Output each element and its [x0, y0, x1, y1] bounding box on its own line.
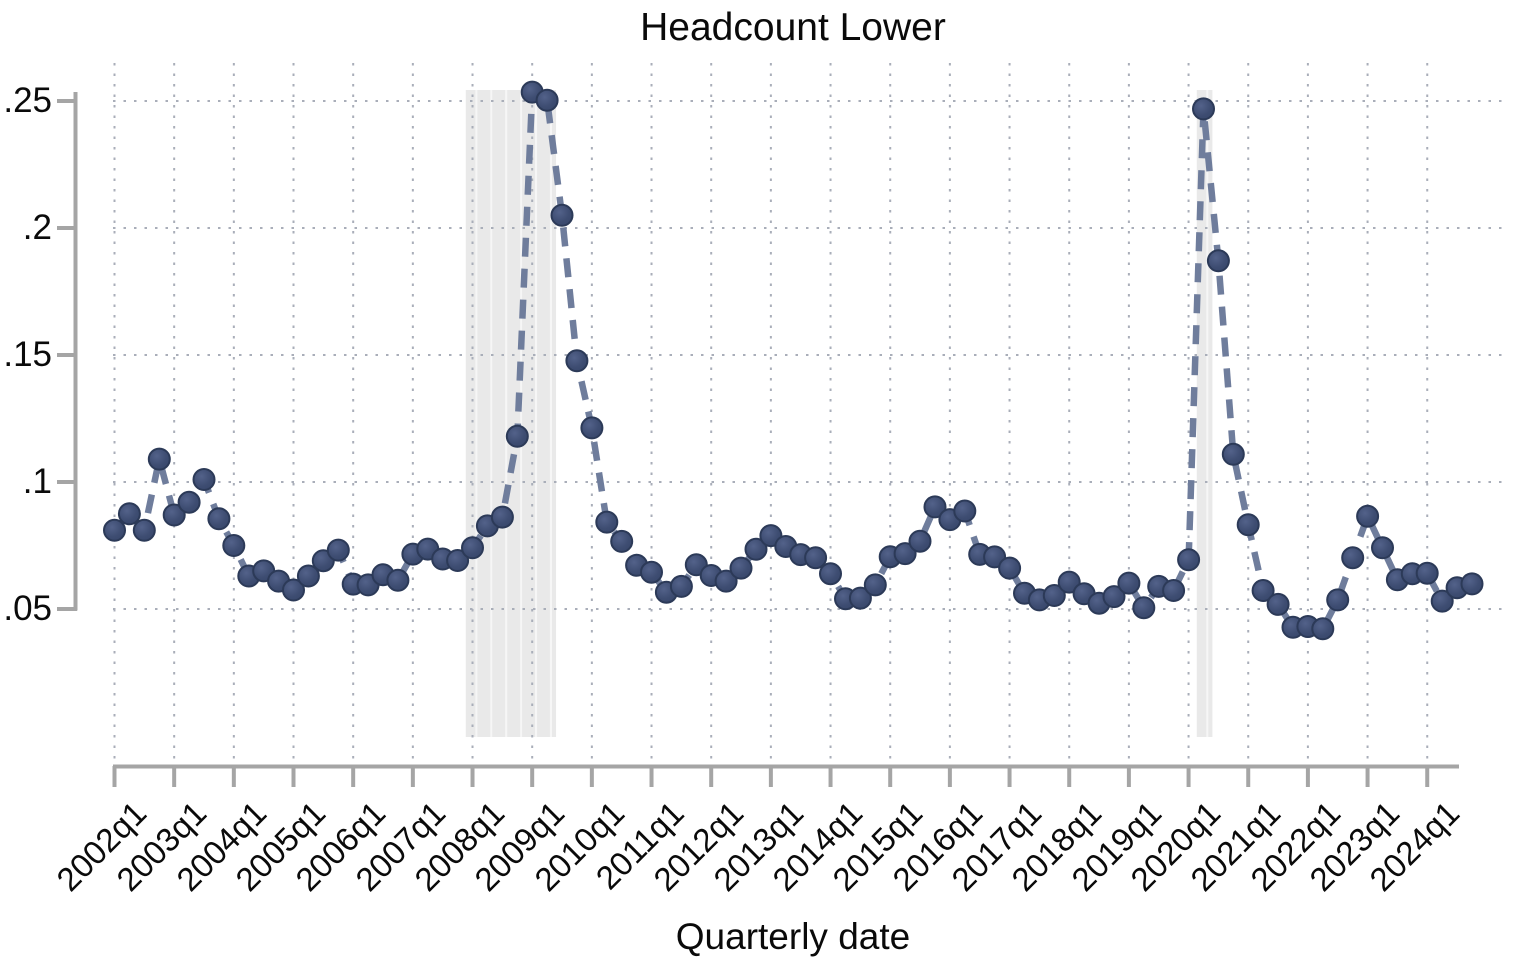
data-point [1356, 504, 1380, 528]
data-point [923, 495, 947, 519]
data-point [1341, 546, 1365, 570]
data-point [1042, 584, 1066, 607]
data-point [132, 518, 156, 542]
data-point [535, 88, 559, 112]
data-point [1057, 570, 1081, 594]
data-point [1236, 513, 1260, 537]
data-point [714, 569, 738, 593]
data-point [998, 556, 1022, 580]
data-point [580, 416, 604, 440]
data-point [595, 510, 619, 534]
data-point [326, 538, 350, 562]
data-point [729, 556, 753, 580]
data-point [1415, 561, 1439, 585]
data-point [1206, 249, 1230, 273]
recession-band [1196, 90, 1213, 737]
data-point [117, 502, 141, 526]
data-point [192, 468, 216, 491]
y-tick-label: .25 [3, 81, 52, 120]
data-point [207, 507, 231, 531]
data-point [296, 564, 320, 588]
data-point [461, 536, 484, 560]
data-point [953, 499, 977, 523]
y-tick-label: .15 [3, 335, 52, 374]
y-tick-label: .05 [3, 589, 52, 628]
data-point [565, 349, 589, 373]
data-point [103, 518, 126, 542]
y-tick-label: .1 [22, 462, 52, 501]
y-tick-label: .2 [22, 208, 52, 247]
data-point [1266, 592, 1290, 616]
data-point [1371, 536, 1394, 560]
data-point [744, 537, 768, 561]
data-point [505, 424, 529, 448]
data-point [863, 573, 887, 597]
data-point [1162, 579, 1186, 602]
data-point [893, 542, 917, 566]
data-point [1221, 442, 1245, 466]
data-point [446, 549, 470, 572]
data-point [908, 529, 932, 553]
data-point [1102, 585, 1126, 609]
data-point [177, 490, 201, 514]
data-point [147, 447, 171, 471]
data-point [804, 546, 828, 570]
data-point [490, 505, 514, 529]
data-point [1177, 548, 1201, 572]
recession-band [465, 90, 557, 737]
data-point [1251, 579, 1275, 602]
data-point [1430, 589, 1454, 613]
data-point [162, 503, 186, 527]
data-point [1192, 97, 1215, 121]
data-point [1132, 596, 1156, 620]
x-axis-title: Quarterly date [675, 916, 911, 957]
data-point [1311, 617, 1335, 641]
data-point [640, 560, 663, 584]
data-point [848, 586, 872, 610]
data-point [1460, 572, 1484, 596]
data-point [1117, 571, 1141, 595]
data-point [550, 203, 574, 227]
data-point [669, 574, 693, 598]
data-point [386, 568, 410, 592]
data-point [819, 562, 842, 586]
data-point [222, 534, 246, 557]
data-point [1326, 588, 1350, 612]
data-point [282, 578, 305, 602]
data-point [610, 529, 634, 553]
chart-title: Headcount Lower [640, 6, 946, 49]
